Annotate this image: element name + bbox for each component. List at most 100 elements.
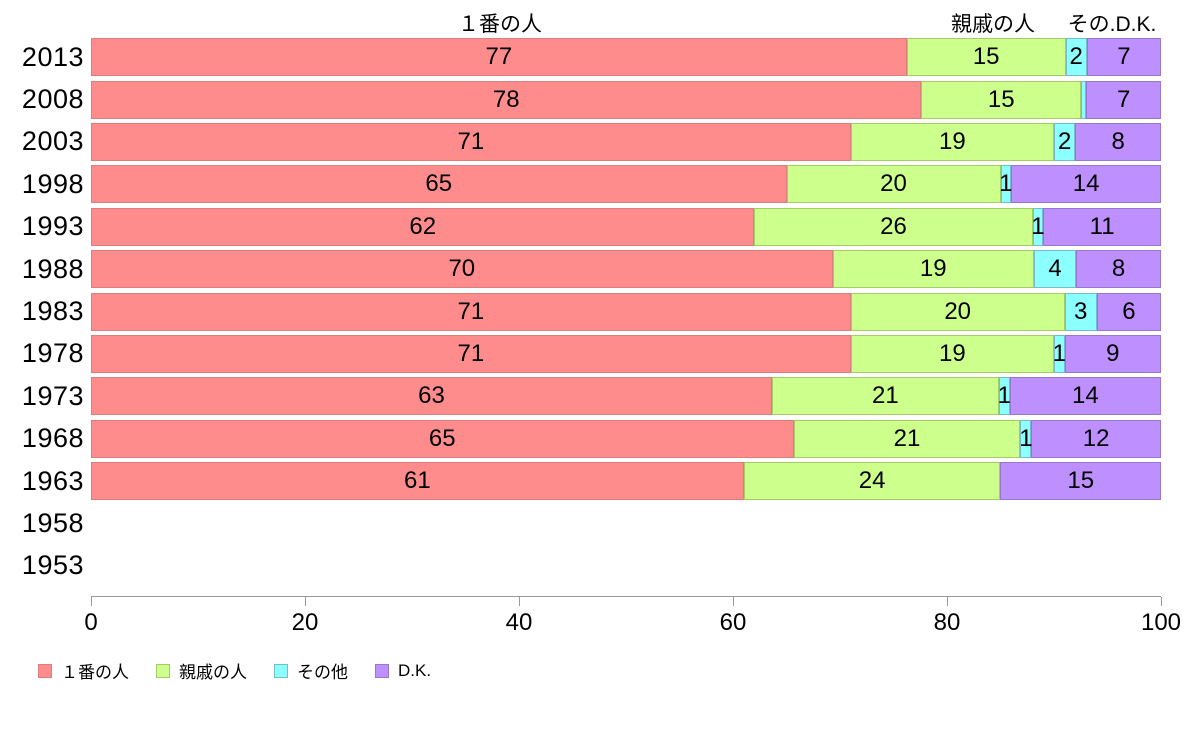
segment-value-label: 1	[999, 170, 1013, 198]
bar-segment: 63	[91, 377, 772, 416]
bar-segment: 14	[1009, 377, 1161, 416]
axis-tick-label: 60	[719, 609, 747, 637]
bar-segment: 19	[850, 122, 1054, 161]
segment-value-label: 63	[418, 382, 445, 410]
segment-value-label: 3	[1074, 297, 1088, 325]
chart-row: 2013 77 15 2 7	[0, 36, 1188, 78]
bar-segment: 62	[91, 207, 755, 246]
axis-tick-label: 100	[1140, 609, 1182, 637]
axis-tick	[518, 597, 520, 607]
segment-value-label: 19	[938, 339, 966, 367]
year-label: 1993	[21, 211, 84, 242]
legend-swatch	[375, 663, 389, 678]
segment-value-label: 21	[893, 424, 921, 452]
legend-label: １番の人	[61, 663, 129, 683]
x-axis: 0 20 40 60 80 100	[84, 596, 1181, 642]
segment-value-label: 19	[938, 127, 966, 155]
legend-label: 親戚の人	[179, 663, 247, 683]
axis-tick	[732, 597, 734, 607]
bar-segment: 14	[1011, 165, 1161, 204]
bar-segment: 1	[997, 377, 1011, 416]
segment-value-label: 15	[1067, 467, 1095, 495]
bar-segment: 1	[1053, 334, 1066, 373]
bar-segment: 70	[91, 250, 833, 289]
legend-swatch	[274, 663, 288, 678]
segment-value-label: 1	[997, 382, 1011, 410]
bar-track: 65 21 1 12	[91, 419, 1161, 458]
segment-value-label: 71	[457, 339, 485, 367]
bar-segment: 71	[91, 292, 851, 331]
column-headers: １番の人 親戚の人 その.D.K.	[0, 8, 1188, 36]
bar-segment: 11	[1043, 207, 1161, 246]
segment-value-label: 61	[403, 467, 431, 495]
bar-track: 62 26 1 11	[91, 207, 1161, 246]
bar-segment: 3	[1064, 292, 1097, 331]
segment-value-label: 19	[919, 255, 947, 283]
chart-row: 1988 70 19 4 8	[0, 248, 1188, 290]
chart-row: 2008 78 15 7	[0, 78, 1188, 120]
bar-track	[91, 547, 1161, 585]
bar-segment: 78	[91, 80, 922, 119]
chart-row: 1958	[0, 502, 1188, 544]
bar-segment: 19	[850, 334, 1054, 373]
bar-track: 70 19 4 8	[91, 250, 1161, 289]
bar-track: 63 21 1 14	[91, 377, 1161, 416]
year-label: 2013	[21, 41, 84, 72]
legend-item: その他	[274, 658, 348, 683]
segment-value-label: 78	[492, 85, 520, 113]
bar-track	[91, 504, 1161, 542]
bar-segment: 15	[906, 38, 1066, 77]
legend-label: その他	[297, 663, 348, 683]
segment-value-label: 15	[972, 43, 1000, 71]
legend-item: １番の人	[38, 658, 129, 683]
chart-row: 1973 63 21 1 14	[0, 375, 1188, 417]
chart-row: 1983 71 20 3 6	[0, 290, 1188, 332]
segment-value-label: 9	[1106, 339, 1120, 367]
axis-tick	[90, 597, 92, 607]
bar-segment: 21	[793, 419, 1021, 458]
chart-row: 1953	[0, 545, 1188, 587]
bar-segment: 7	[1086, 38, 1161, 77]
axis-tick-label: 0	[84, 609, 98, 637]
segment-value-label: 71	[457, 127, 485, 155]
segment-value-label: 4	[1048, 255, 1062, 283]
axis-tick	[946, 597, 948, 607]
segment-value-label: 8	[1111, 255, 1126, 283]
segment-value-label: 70	[448, 255, 476, 283]
bar-segment: 71	[91, 122, 851, 161]
legend-label: D.K.	[398, 660, 432, 680]
chart-row: 2003 71 19 2 8	[0, 121, 1188, 163]
year-label: 1963	[21, 465, 84, 496]
axis-tick-label: 20	[291, 609, 319, 637]
year-label: 1988	[21, 253, 84, 284]
year-label: 1983	[21, 296, 84, 327]
segment-value-label: 1	[1019, 424, 1033, 452]
segment-value-label: 11	[1089, 212, 1115, 240]
segment-value-label: 62	[409, 212, 437, 240]
column-header-sonota-dk: その.D.K.	[1067, 13, 1157, 36]
year-label: 1998	[21, 168, 84, 199]
bar-segment: 8	[1076, 250, 1161, 289]
axis-tick	[1160, 597, 1162, 607]
bar-segment: 21	[771, 377, 999, 416]
segment-value-label: 1	[1031, 212, 1045, 240]
bar-track: 65 20 1 14	[91, 165, 1161, 204]
column-header-ichiban-no-hito: １番の人	[458, 13, 542, 36]
bar-rows: 2013 77 15 2 7 2008 78 15 7 2003 71 19 2 8 1998 65 20 1 14…	[0, 36, 1188, 587]
segment-value-label: 14	[1071, 382, 1099, 410]
bar-segment: 2	[1053, 122, 1076, 161]
bar-track: 77 15 2 7	[91, 38, 1161, 77]
legend-item: D.K.	[375, 661, 431, 681]
segment-value-label: 24	[858, 467, 886, 495]
bar-segment	[1081, 80, 1087, 119]
bar-segment: 20	[786, 165, 1001, 204]
bar-track: 71 19 2 8	[91, 122, 1161, 161]
axis-tick-label: 80	[933, 609, 961, 637]
bar-track: 71 20 3 6	[91, 292, 1161, 331]
bar-segment: 61	[91, 462, 744, 501]
segment-value-label: 26	[880, 212, 907, 240]
chart-row: 1963 61 24 15	[0, 460, 1188, 502]
bar-segment: 65	[91, 165, 787, 204]
chart-row: 1968 65 21 1 12	[0, 418, 1188, 460]
